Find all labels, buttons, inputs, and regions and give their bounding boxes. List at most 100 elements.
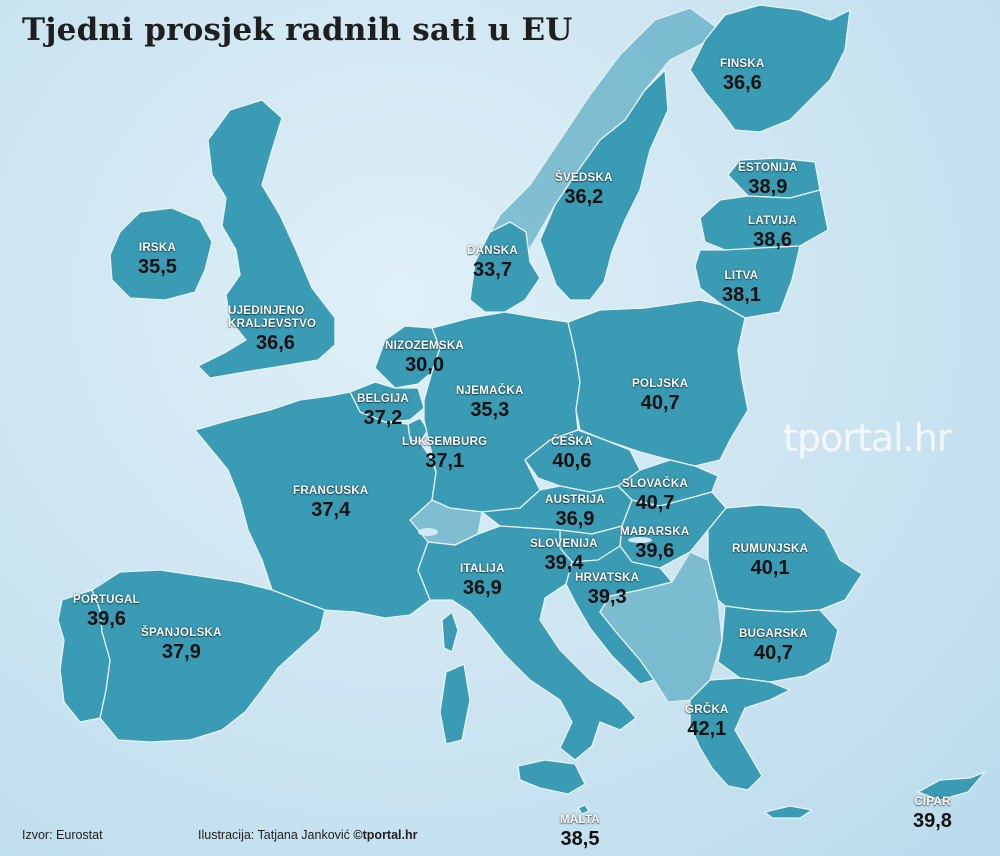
portugal-shape xyxy=(57,589,111,723)
country-value: 37,9 xyxy=(161,641,201,663)
country-name: ESTONIJA xyxy=(738,162,798,174)
label-danska: DANSKA 33,7 xyxy=(467,245,518,280)
country-name: IRSKA xyxy=(138,242,177,254)
country-name: DANSKA xyxy=(467,245,518,257)
country-value: 40,1 xyxy=(750,557,790,579)
country-name: MALTA xyxy=(560,814,601,826)
country-name: ITALIJA xyxy=(460,563,505,575)
cyprus-shape xyxy=(917,771,986,801)
label-hrvatska: HRVATSKA 39,3 xyxy=(575,572,639,607)
ireland-shape xyxy=(109,207,213,301)
poland-shape xyxy=(567,299,749,467)
country-name: AUSTRIJA xyxy=(545,494,605,506)
country-value: 39,6 xyxy=(87,608,126,630)
page-title: Tjedni prosjek radnih sati u EU xyxy=(22,12,573,48)
country-value: 37,4 xyxy=(311,499,351,521)
sweden-shape xyxy=(539,69,669,301)
greek-islands-shape xyxy=(764,805,813,819)
label-malta: MALTA 38,5 xyxy=(560,814,600,849)
norway-shape xyxy=(469,7,722,301)
label-ujedinjeno-kraljevstvo: UJEDINJENO KRALJEVSTVO 36,6 xyxy=(228,305,318,353)
country-value: 36,9 xyxy=(555,508,595,530)
country-value: 39,4 xyxy=(544,552,584,574)
country-value: 39,3 xyxy=(587,586,627,608)
country-name: FINSKA xyxy=(720,58,765,70)
country-name: FRANCUSKA xyxy=(293,485,369,497)
label-luksemburg: LUKSEMBURG 37,1 xyxy=(402,436,487,471)
finland-shape xyxy=(689,4,851,133)
label-poljska: POLJSKA 40,7 xyxy=(632,378,688,413)
label-spanjolska: ŠPANJOLSKA 37,9 xyxy=(141,627,222,662)
country-name: ŠPANJOLSKA xyxy=(141,627,222,639)
label-austrija: AUSTRIJA 36,9 xyxy=(545,494,605,529)
label-latvija: LATVIJA 38,6 xyxy=(748,215,797,250)
denmark-shape xyxy=(469,221,541,313)
label-italija: ITALIJA 36,9 xyxy=(460,563,505,598)
malta-shape xyxy=(577,804,590,815)
country-name: NJEMAČKA xyxy=(456,385,524,397)
label-irska: IRSKA 35,5 xyxy=(138,242,177,277)
country-name: GRČKA xyxy=(685,704,729,716)
country-value: 37,2 xyxy=(363,407,403,429)
country-value: 42,1 xyxy=(687,718,727,740)
country-value: 36,6 xyxy=(256,332,295,354)
latvia-shape xyxy=(699,189,829,251)
label-francuska: FRANCUSKA 37,4 xyxy=(293,485,369,520)
label-nizozemska: NIZOZEMSKA 30,0 xyxy=(385,340,464,375)
country-name: SLOVAČKA xyxy=(622,478,689,490)
country-value: 40,7 xyxy=(753,642,793,664)
country-value: 39,8 xyxy=(913,810,952,832)
country-name: LATVIJA xyxy=(748,215,798,227)
country-name: RUMUNJSKA xyxy=(732,543,809,555)
country-name: HRVATSKA xyxy=(575,572,640,584)
country-value: 38,5 xyxy=(560,828,600,850)
country-value: 38,6 xyxy=(753,229,793,251)
country-value: 37,1 xyxy=(425,450,465,472)
corsica-shape xyxy=(441,611,459,653)
lake-geneva xyxy=(418,528,438,536)
label-ceska: ČEŠKA 40,6 xyxy=(551,436,593,471)
country-name: LUKSEMBURG xyxy=(402,436,488,448)
country-name: ŠVEDSKA xyxy=(555,172,613,184)
country-name: ČEŠKA xyxy=(551,436,593,448)
label-slovacka: SLOVAČKA 40,7 xyxy=(622,478,688,513)
country-name: BUGARSKA xyxy=(739,628,808,640)
footer-source: Izvor: Eurostat xyxy=(22,828,103,842)
country-name: NIZOZEMSKA xyxy=(385,340,465,352)
lake-balaton xyxy=(628,537,652,543)
sicily-shape xyxy=(517,759,586,795)
italy-shape xyxy=(417,525,637,761)
country-name: MAĐARSKA xyxy=(620,526,690,538)
bulgaria-shape xyxy=(717,605,839,683)
country-value: 36,9 xyxy=(462,577,502,599)
footer-credit: Ilustracija: Tatjana Janković ©tportal.h… xyxy=(198,828,418,842)
label-bugarska: BUGARSKA 40,7 xyxy=(739,628,808,663)
country-value: 40,7 xyxy=(640,392,680,414)
label-portugal: PORTUGAL 39,6 xyxy=(73,594,140,629)
country-name: PORTUGAL xyxy=(73,594,140,606)
country-name: SLOVENIJA xyxy=(530,538,598,550)
country-value: 35,5 xyxy=(138,256,177,278)
label-belgija: BELGIJA 37,2 xyxy=(357,393,409,428)
country-value: 40,6 xyxy=(552,450,592,472)
label-rumunjska: RUMUNJSKA 40,1 xyxy=(732,543,808,578)
country-name: UJEDINJENO KRALJEVSTVO xyxy=(228,305,317,330)
country-value: 36,2 xyxy=(564,186,604,208)
country-value: 39,6 xyxy=(635,540,675,562)
country-value: 33,7 xyxy=(473,259,512,281)
greece-shape xyxy=(689,677,791,791)
uk-shape xyxy=(197,99,336,379)
label-finska: FINSKA 36,6 xyxy=(720,58,765,93)
label-svedska: ŠVEDSKA 36,2 xyxy=(555,172,613,207)
watermark-logo: tportal.hr xyxy=(783,416,952,460)
footer-brand: ©tportal.hr xyxy=(353,828,418,842)
lithuania-shape xyxy=(694,245,801,319)
label-slovenija: SLOVENIJA 39,4 xyxy=(530,538,598,573)
country-value: 30,0 xyxy=(405,354,444,376)
label-njemacka: NJEMAČKA 35,3 xyxy=(456,385,524,420)
label-cipar: CIPAR 39,8 xyxy=(913,796,952,831)
country-value: 38,9 xyxy=(748,176,788,198)
sardinia-shape xyxy=(439,663,471,745)
country-value: 35,3 xyxy=(470,399,510,421)
